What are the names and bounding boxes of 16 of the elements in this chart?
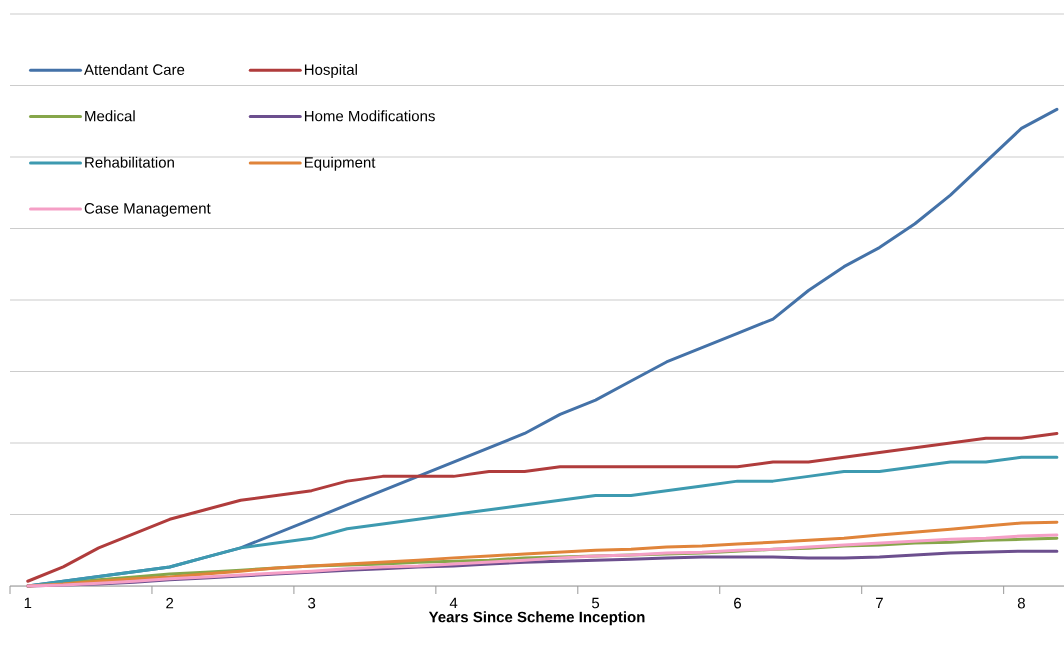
- x-axis-title: Years Since Scheme Inception: [428, 611, 645, 626]
- x-tick-label: 4: [449, 597, 458, 609]
- legend-label: Attendant Care: [84, 63, 185, 75]
- legend-label: Rehabilitation: [85, 156, 174, 168]
- legend-label: Case Management: [84, 203, 211, 217]
- x-tick-label: 2: [166, 597, 174, 609]
- legend-label: Medical: [85, 110, 135, 122]
- x-tick-label: 8: [1017, 597, 1025, 609]
- x-tick-label: 1: [24, 597, 32, 609]
- x-tick-label: 5: [591, 597, 600, 609]
- legend-label: Home Modifications: [304, 110, 435, 122]
- legend-label: Hospital: [304, 63, 357, 78]
- x-tick-label: 7: [876, 597, 883, 609]
- x-tick-label: 3: [308, 597, 316, 609]
- legend-label: Equipment: [304, 156, 376, 171]
- x-tick-label: 6: [734, 597, 742, 609]
